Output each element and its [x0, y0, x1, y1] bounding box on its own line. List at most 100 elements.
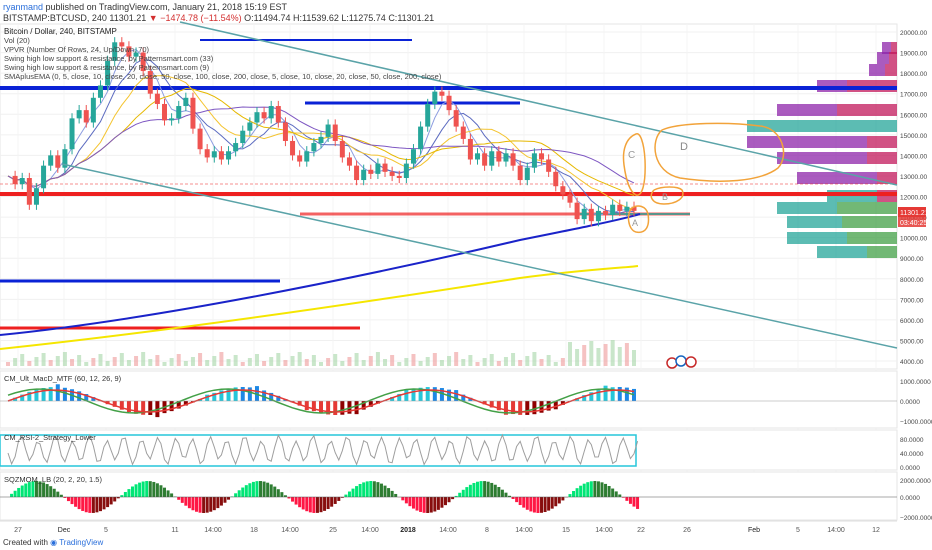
volume-bar — [553, 362, 558, 366]
candle-body — [610, 204, 616, 216]
macd-histogram-bar — [390, 396, 395, 401]
candle-body — [112, 42, 118, 61]
volume-bar — [411, 354, 416, 366]
volume-bar — [582, 345, 587, 366]
brand-name[interactable]: TradingView — [59, 538, 104, 547]
sqzmom-bar — [24, 483, 28, 497]
volume-bar — [13, 358, 18, 366]
candle-body — [62, 149, 68, 168]
macd-histogram-bar — [404, 389, 409, 401]
sqzmom-bar — [198, 497, 202, 513]
sqzmom-bar — [532, 497, 536, 513]
indicator-item[interactable]: VPVR (Number Of Rows, 24, Up/Down, 70) — [4, 45, 150, 54]
time-axis[interactable]: 27 Dec 5 11 14:00 18 14:00 25 14:00 2018 14:00 8 14:… — [14, 527, 880, 534]
macd-histogram-bar — [41, 388, 46, 401]
author-name[interactable]: ryanmand — [3, 2, 44, 12]
sqzmom-bar — [500, 489, 504, 497]
candle-body — [169, 118, 175, 121]
candle-body — [581, 208, 587, 220]
sqzmom-bar — [614, 491, 618, 497]
volume-bar — [432, 353, 437, 366]
indicator-item[interactable]: Swing high low support & resistance, by … — [4, 54, 214, 63]
indicator-tick-label: 0.0000 — [900, 495, 920, 502]
indicator-item[interactable]: Bitcoin / Dollar, 240, BITSTAMP — [4, 27, 117, 36]
sqzmom-bar — [454, 495, 458, 497]
indicator-tick-label: 0.0000 — [900, 465, 920, 472]
macd-histogram-bar — [91, 397, 96, 401]
indicator-legend: Bitcoin / Dollar, 240, BITSTAMP Vol (20)… — [0, 27, 441, 81]
macd-histogram-bar — [511, 401, 516, 415]
sqzmom-bar — [291, 497, 295, 502]
candle-body — [410, 149, 416, 164]
last-price-label: 11301.21 — [900, 210, 929, 217]
price-tick-label: 14000.00 — [900, 153, 927, 160]
price-tick-label: 15000.00 — [900, 133, 927, 140]
sqzmom-bar — [479, 481, 483, 497]
macd-label[interactable]: CM_Ult_MacD_MTF (60, 12, 26, 9) — [4, 374, 122, 383]
candle-body — [496, 151, 502, 162]
sqzmom-bar — [251, 481, 255, 497]
sqzmom-bar — [180, 497, 184, 503]
sqzmom-bar — [390, 490, 394, 497]
indicator-axes: 1000.0000 0.0000 −1000.0000 80.0000 40.0000 0… — [900, 379, 932, 522]
sqzmom-bar — [618, 494, 622, 497]
low-value: L:11275.74 — [341, 13, 386, 23]
indicator-tick-label: 2000.0000 — [900, 478, 931, 485]
volume-bar — [219, 352, 224, 366]
price-axis[interactable]: 20000.00 19000.00 18000.00 17000.00 16000.00… — [900, 30, 927, 366]
candles — [12, 37, 637, 227]
macd-histogram-bar — [169, 401, 174, 412]
rsi-line — [7, 433, 639, 466]
annotation-b: B — [650, 186, 684, 205]
indicator-tick-label: −2000.0000 — [900, 515, 932, 522]
time-tick-label: 14:00 — [361, 527, 379, 534]
macd-histogram-bar — [503, 401, 508, 415]
volume-bar — [233, 355, 238, 366]
sqzmom-bar — [287, 497, 291, 499]
volume-bar — [624, 343, 629, 366]
sqzmom-bar — [568, 494, 572, 497]
candle-body — [105, 60, 111, 86]
macd-series — [0, 384, 897, 418]
volume-bar — [269, 357, 274, 366]
sqzmom-bar — [511, 497, 515, 500]
candle-body — [467, 138, 473, 160]
time-tick-label: 25 — [329, 527, 337, 534]
publish-info: published on TradingView.com, January 21… — [45, 2, 288, 12]
sqzmom-bar — [269, 484, 273, 497]
macd-histogram-bar — [205, 394, 210, 401]
event-icons[interactable] — [666, 355, 697, 369]
sqzmom-bar — [141, 481, 145, 497]
time-tick-label: Feb — [748, 527, 760, 534]
sqzmom-bar — [42, 482, 46, 497]
rsi-label[interactable]: CM_RSI-2_Strategy_Lower — [4, 433, 96, 442]
vpvr-bar-up — [797, 172, 877, 184]
candle-body — [475, 153, 480, 160]
indicator-item[interactable]: Swing high low support & resistance, by … — [4, 63, 210, 72]
macd-histogram-bar — [219, 390, 224, 401]
volume-bar — [276, 353, 281, 366]
candle-body — [76, 110, 82, 119]
sqzmom-label[interactable]: SQZMOM_LB (20, 2, 20, 1.5) — [4, 475, 102, 484]
volume-bar — [468, 355, 473, 366]
volume-bar — [439, 360, 444, 366]
indicator-item[interactable]: Vol (20) — [4, 36, 30, 45]
volume-bar — [283, 360, 288, 366]
candle-body — [275, 106, 281, 123]
sqzmom-bar — [621, 497, 625, 498]
sqzmom-bar — [426, 497, 430, 513]
indicator-item[interactable]: SMAplusEMA (0, 5, close, 10, close, 20, … — [4, 72, 442, 81]
rsi-pane — [0, 429, 898, 471]
candle-body — [140, 52, 146, 72]
sqzmom-bar — [411, 497, 415, 509]
candle-body — [211, 151, 217, 158]
sqzmom-bar — [187, 497, 191, 509]
price-tick-label: 12000.00 — [900, 195, 927, 202]
candle-body — [524, 167, 530, 181]
volume-bar — [575, 349, 580, 366]
sqzmom-bar — [123, 492, 127, 497]
volume-bar — [489, 354, 494, 366]
candle-body — [603, 210, 609, 216]
sqzmom-bar — [451, 497, 455, 500]
